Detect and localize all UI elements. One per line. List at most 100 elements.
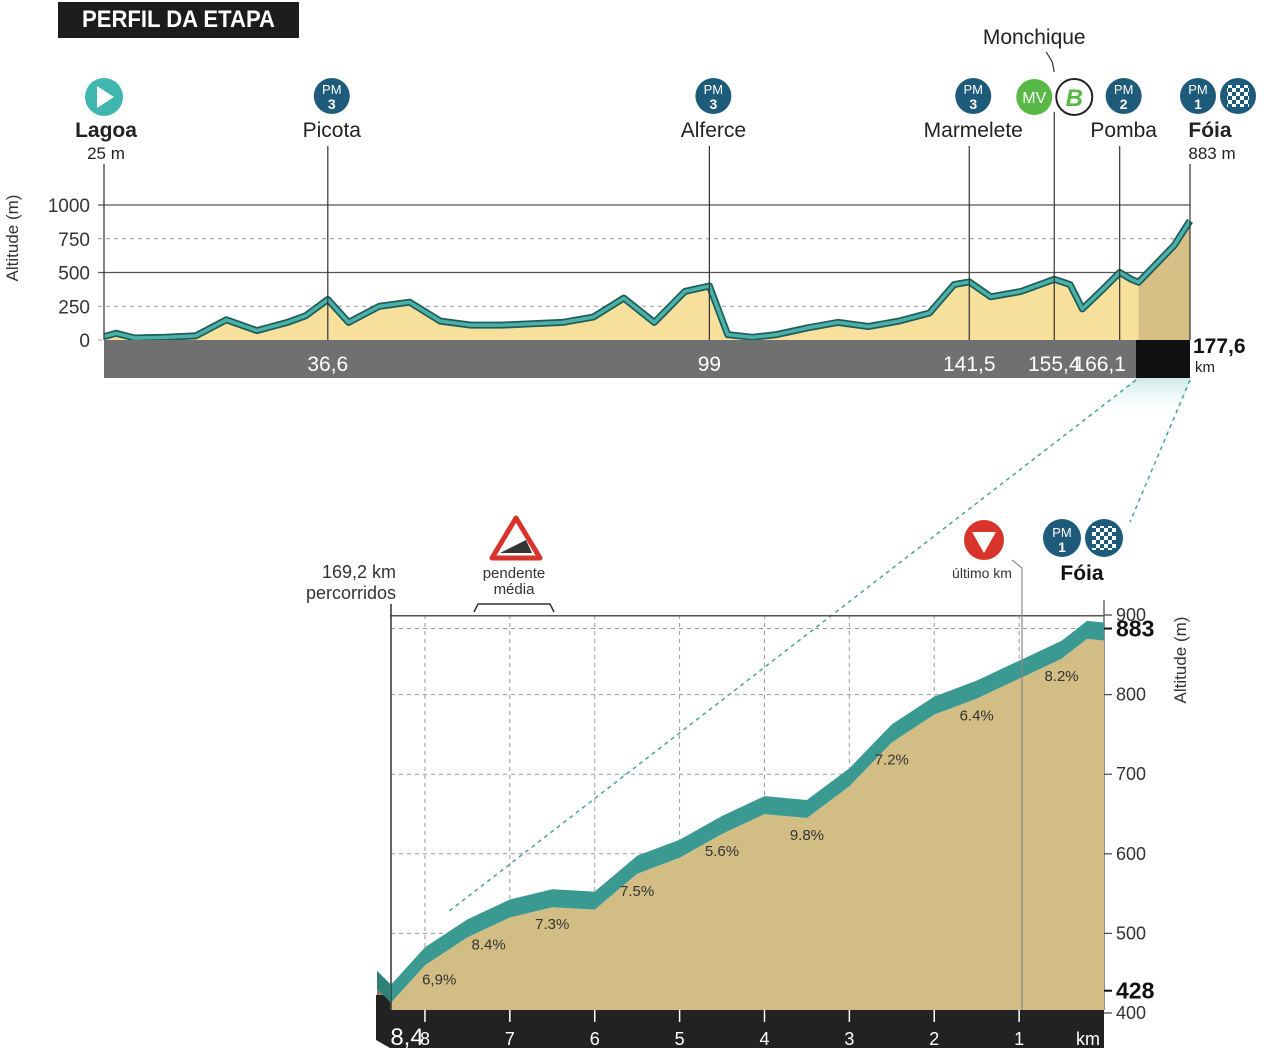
- pm-badge-number: 3: [969, 96, 977, 112]
- zoom-x-tick-label: 1: [1014, 1029, 1024, 1049]
- zoom-area-fill: [391, 638, 1104, 1010]
- point-name: Picota: [303, 119, 362, 142]
- zoom-finish-name: Fóia: [1060, 562, 1103, 585]
- zoom-y-ticks: 900 800 700 600 500 400 883 428: [1104, 605, 1155, 1023]
- zoom-x-tick-label: 4: [759, 1029, 769, 1049]
- start-altitude: 25 m: [87, 144, 125, 163]
- overview-km-band: [104, 340, 1140, 378]
- zoom-start-label-line1: 169,2 km: [322, 562, 396, 582]
- finish-altitude: 883 m: [1188, 144, 1235, 163]
- gradient-label: 8.2%: [1044, 668, 1078, 685]
- point-name: Marmelete: [924, 119, 1023, 142]
- zoom-y-tick-label: 500: [1116, 923, 1146, 943]
- point-km-label: 99: [698, 353, 721, 376]
- point-name: Alferce: [681, 119, 746, 142]
- avg-grade-label-line2: média: [494, 581, 536, 598]
- zoom-ylabel: Altitude (m): [1171, 617, 1190, 704]
- zoom-y-tick-label: 900: [1116, 605, 1146, 625]
- pm-badge-number: 3: [328, 96, 336, 112]
- finish-name: Fóia: [1188, 119, 1231, 142]
- zoom-y-tick-label: 800: [1116, 685, 1146, 705]
- pm-badge-top: PM: [1188, 82, 1208, 97]
- average-gradient-legend: pendente média: [473, 515, 555, 613]
- zoom-gradient-labels: 6,9% 8.4% 7.3% 7.5% 5.6% 9.8% 7.2% 6.4% 8.2%: [422, 668, 1079, 989]
- overview-y-tick-label: 0: [79, 331, 90, 352]
- point-km-label: 36,6: [307, 353, 348, 376]
- zoom-chart: 6,9% 8.4% 7.3% 7.5% 5.6% 9.8% 7.2% 6.4% 8.2% 900…: [306, 515, 1190, 1051]
- pm-badge-number: 3: [709, 96, 717, 112]
- overview-y-tick-label: 500: [58, 264, 90, 285]
- bonus-badge-label: B: [1066, 85, 1083, 112]
- point-name-monchique: Monchique: [983, 26, 1086, 49]
- svg-text:1: 1: [1058, 539, 1066, 555]
- zoom-x-tick-label: 5: [675, 1029, 685, 1049]
- zoom-connector: [447, 378, 1191, 913]
- zoom-x-tick-label: 8,4: [390, 1024, 423, 1051]
- zoom-x-tick-label: 8: [420, 1029, 430, 1049]
- point-name: Pomba: [1090, 119, 1157, 142]
- start-name: Lagoa: [75, 119, 137, 142]
- pm-badge-number: 2: [1120, 96, 1128, 112]
- zoom-y-tick-label: 400: [1116, 1003, 1146, 1023]
- zoom-top-frame: [390, 615, 1104, 617]
- avg-grade-label-line1: pendente: [483, 565, 546, 582]
- overview-final-km-band: [1136, 340, 1190, 378]
- pm-badge-number: 1: [1194, 96, 1202, 112]
- page-title: PERFIL DA ETAPA: [81, 6, 275, 33]
- avg-grade-bracket: [473, 603, 555, 613]
- title-banner: PERFIL DA ETAPA: [58, 2, 299, 38]
- mv-badge-icon: [1016, 79, 1053, 115]
- zoom-x-tick-label: 7: [505, 1029, 515, 1049]
- zoom-y-tick-label: 600: [1116, 844, 1146, 864]
- zoom-start-label-line2: percorridos: [306, 583, 396, 603]
- gradient-label: 8.4%: [472, 936, 506, 953]
- pm-badge-top: PM: [964, 82, 984, 97]
- pm-badge-icon: [695, 78, 732, 114]
- point-km-label: 155,4: [1028, 353, 1081, 376]
- zoom-x-ticks: 8,48 7 6 5 4 3 2 1 km: [390, 1010, 1100, 1051]
- pm1-badge-icon: [1043, 519, 1081, 557]
- svg-text:PM: PM: [1052, 525, 1072, 540]
- pm-badge-top: PM: [322, 82, 342, 97]
- overview-y-tick-label: 750: [58, 230, 90, 251]
- zoom-x-tick-label: 3: [844, 1029, 854, 1049]
- bonus-badge-icon: [1055, 78, 1094, 116]
- gradient-label: 6,9%: [422, 972, 456, 989]
- zoom-altitude-highlight: 883: [1116, 616, 1154, 642]
- gradient-label: 9.8%: [790, 827, 824, 844]
- zoom-x-tick-label: 2: [929, 1029, 939, 1049]
- last-km-label: último km: [952, 565, 1012, 581]
- gradient-label: 6.4%: [960, 708, 994, 725]
- overview-final-area-fill: [1138, 220, 1190, 340]
- zoom-y-tick-label: 700: [1116, 764, 1146, 784]
- pm-badge-icon: [955, 78, 992, 114]
- overview-y-tick-label: 1000: [48, 196, 90, 217]
- zoom-band-side: [377, 970, 391, 1003]
- zoom-profile-band: [391, 620, 1104, 1003]
- overview-ylabel: Altitude (m): [3, 195, 22, 282]
- last-km-marker: último km: [952, 520, 1023, 1010]
- pm-badge-icon: [313, 78, 350, 114]
- mv-badge-label: MV: [1022, 90, 1046, 107]
- pm-badge-top: PM: [1114, 82, 1134, 97]
- pm-badge-top: PM: [704, 82, 724, 97]
- point-km-label: 166,1: [1073, 353, 1126, 376]
- zoom-altitude-highlight: 428: [1116, 978, 1155, 1004]
- zoom-x-tick-label: 6: [590, 1029, 600, 1049]
- gradient-label: 5.6%: [705, 843, 739, 860]
- point-km-label: 141,5: [943, 353, 996, 376]
- overview-finish-km: 177,6: [1193, 335, 1246, 358]
- gradient-label: 7.3%: [535, 916, 569, 933]
- gradient-label: 7.2%: [875, 751, 909, 768]
- zoom-x-tick-label: km: [1076, 1029, 1100, 1049]
- overview-finish-km-unit: km: [1195, 359, 1215, 376]
- pm-badge-icon: [1180, 78, 1216, 114]
- gradient-label: 7.5%: [620, 883, 654, 900]
- pm-badge-icon: [1105, 78, 1142, 114]
- zoom-km-band: [376, 995, 1104, 1048]
- zoom-finish-marker: PM 1 Fóia: [1043, 519, 1123, 585]
